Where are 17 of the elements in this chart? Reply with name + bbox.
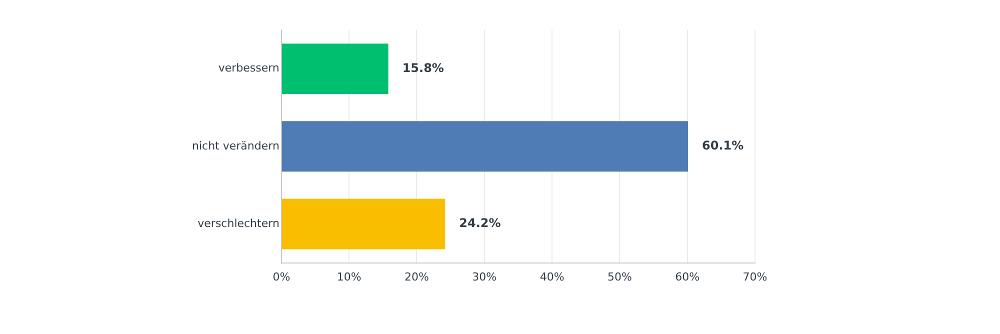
x-tick-label: 0% bbox=[272, 270, 290, 284]
data-label: 15.8% bbox=[402, 60, 444, 75]
y-tick-label: verbessern bbox=[218, 62, 280, 75]
x-tick-label: 20% bbox=[404, 270, 429, 284]
data-label: 24.2% bbox=[459, 216, 501, 230]
y-tick-label: nicht verändern bbox=[192, 139, 280, 152]
x-tick-label: 10% bbox=[336, 270, 362, 284]
x-tick-label: 30% bbox=[472, 270, 497, 284]
x-tick-label: 60% bbox=[675, 270, 700, 284]
x-tick-label: 50% bbox=[607, 270, 632, 284]
bar bbox=[282, 121, 688, 172]
data-label: 60.1% bbox=[702, 138, 744, 153]
bar bbox=[282, 44, 388, 94]
y-tick-label: verschlechtern bbox=[198, 216, 280, 230]
x-tick-label: 70% bbox=[742, 270, 768, 284]
bar bbox=[282, 198, 446, 250]
x-tick-label: 40% bbox=[540, 270, 564, 284]
